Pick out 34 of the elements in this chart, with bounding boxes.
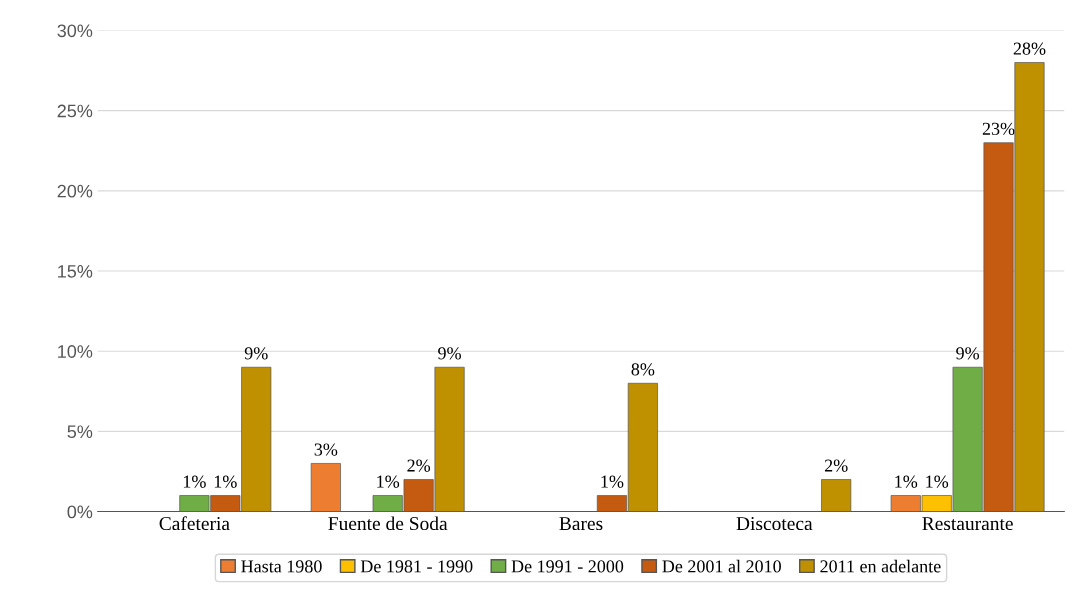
bar (310, 463, 341, 512)
y-tick-label: 25% (57, 104, 93, 118)
data-label: 1% (214, 475, 237, 488)
bar (821, 479, 852, 512)
data-label: 1% (601, 475, 624, 488)
legend-label: Hasta 1980 (241, 560, 322, 573)
x-tick-label: Bares (559, 517, 603, 531)
data-label: 1% (183, 475, 206, 488)
data-label: 8% (631, 363, 655, 376)
x-tick-label: Cafeteria (159, 516, 230, 531)
data-label: 9% (244, 347, 268, 360)
x-tick-label: Restaurante (922, 517, 1013, 531)
data-label: 23% (982, 122, 1015, 135)
data-label: 2% (824, 459, 848, 472)
y-tick-label: 5% (67, 425, 93, 439)
data-label: 2% (407, 459, 431, 472)
data-label: 3% (314, 443, 338, 456)
data-label: 1% (377, 475, 400, 488)
legend-label: De 2001 al 2010 (662, 559, 781, 573)
y-tick-label: 10% (58, 345, 93, 358)
x-tick-label: Fuente de Soda (328, 516, 448, 531)
y-tick-label: 20% (57, 184, 93, 198)
data-label: 9% (956, 347, 980, 360)
y-tick-label: 30% (57, 24, 93, 38)
data-label: 1% (895, 475, 918, 488)
y-tick-label: 15% (58, 265, 93, 278)
data-label: 1% (926, 475, 949, 488)
legend-label: De 1991 - 2000 (511, 560, 624, 573)
x-tick-label: Discoteca (736, 517, 813, 531)
y-tick-label: 0% (67, 505, 93, 519)
data-label: 28% (1013, 42, 1046, 55)
data-label: 9% (438, 347, 461, 360)
legend-label: 2011 en adelante (820, 559, 941, 573)
legend-label: De 1981 - 1990 (360, 560, 473, 573)
